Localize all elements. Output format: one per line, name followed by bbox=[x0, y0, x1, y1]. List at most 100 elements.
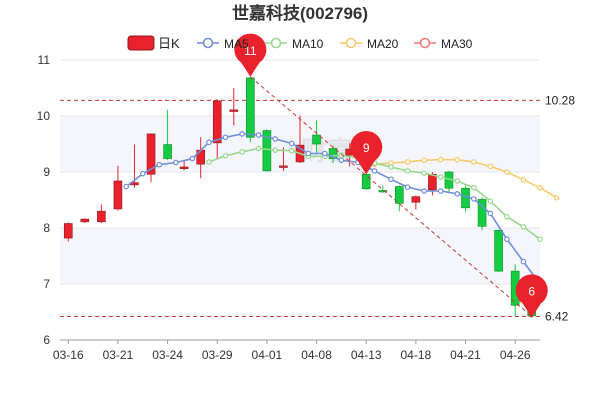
y-tick-label: 9 bbox=[43, 165, 50, 179]
ma20-point bbox=[504, 169, 510, 175]
ma10-point bbox=[487, 198, 494, 204]
x-tick-label: 04-18 bbox=[401, 348, 432, 362]
ma20-point bbox=[421, 157, 427, 164]
candle-body bbox=[378, 190, 388, 193]
candle bbox=[80, 218, 90, 223]
candle bbox=[229, 88, 239, 126]
marker-badge-shape bbox=[234, 33, 267, 77]
legend-label: MA20 bbox=[367, 37, 399, 51]
legend-label: MA30 bbox=[441, 37, 473, 51]
marker-badge: 9 bbox=[350, 131, 383, 175]
x-tick-label: 03-16 bbox=[53, 348, 84, 362]
ma20-point bbox=[437, 156, 444, 163]
candle-body bbox=[477, 199, 487, 227]
y-tick-label: 8 bbox=[43, 221, 50, 235]
candle bbox=[163, 109, 172, 161]
ma5-point bbox=[520, 258, 527, 265]
candle-body bbox=[246, 77, 255, 138]
ma5-point bbox=[470, 196, 477, 202]
ma20-point bbox=[487, 163, 494, 170]
ma5-point bbox=[156, 161, 163, 168]
candle bbox=[279, 147, 288, 171]
legend-item: MA10 bbox=[265, 37, 324, 51]
candle bbox=[461, 186, 470, 212]
candle bbox=[113, 165, 123, 211]
ma5-point bbox=[288, 140, 295, 147]
ma5-point bbox=[189, 155, 196, 162]
candle bbox=[395, 185, 404, 212]
ma20-point bbox=[553, 194, 560, 201]
candle-body bbox=[80, 218, 90, 223]
candle-body bbox=[312, 134, 321, 145]
candle-body bbox=[411, 196, 421, 203]
candle-body bbox=[262, 130, 272, 172]
candle bbox=[494, 229, 503, 273]
marker-badge: 6 bbox=[515, 274, 548, 318]
candle bbox=[477, 197, 487, 231]
x-tick-label: 04-26 bbox=[500, 348, 531, 362]
candle bbox=[246, 76, 255, 143]
price-ref-label: 6.42 bbox=[545, 309, 569, 323]
x-tick-label: 03-24 bbox=[152, 348, 183, 362]
candle-body bbox=[494, 229, 503, 272]
ma20-point bbox=[520, 177, 527, 183]
x-tick-label: 03-21 bbox=[103, 348, 134, 362]
ma10-point bbox=[255, 145, 262, 152]
ma20-point bbox=[537, 184, 543, 191]
trend-line bbox=[250, 76, 533, 317]
ma10-point bbox=[437, 174, 444, 180]
ma5-point bbox=[322, 150, 328, 157]
ma5-line bbox=[125, 133, 541, 285]
ma10-point bbox=[288, 147, 295, 154]
ma5-point bbox=[239, 131, 245, 137]
price-ref-label: 10.28 bbox=[545, 93, 575, 107]
ma5-point bbox=[173, 159, 179, 166]
ma20-point bbox=[454, 156, 461, 163]
ma10-point bbox=[404, 168, 411, 174]
legend-item: 日K bbox=[127, 35, 180, 51]
candle-body bbox=[63, 223, 73, 239]
legend-item: MA20 bbox=[340, 37, 399, 51]
candle-body bbox=[395, 186, 404, 204]
y-tick-label: 7 bbox=[43, 277, 50, 291]
ma10-point bbox=[338, 152, 345, 159]
ma10-point bbox=[520, 224, 527, 230]
ma5-point bbox=[504, 236, 510, 243]
ma5-point bbox=[206, 139, 212, 146]
ma5-point bbox=[421, 188, 427, 194]
candle-body bbox=[212, 100, 222, 144]
ma10-point bbox=[206, 159, 212, 165]
ma5-point bbox=[388, 176, 394, 183]
candle-body bbox=[113, 180, 123, 210]
candle bbox=[179, 160, 189, 171]
candle-body bbox=[428, 173, 437, 191]
ma5-point bbox=[487, 210, 494, 217]
ma10-point bbox=[537, 236, 543, 243]
candle bbox=[328, 146, 338, 164]
marker-badge-shape bbox=[350, 131, 383, 175]
candle-body bbox=[146, 133, 156, 175]
x-tick-label: 04-08 bbox=[301, 348, 332, 362]
ma5-point bbox=[222, 134, 229, 141]
ma5-point bbox=[123, 183, 130, 190]
candle bbox=[378, 185, 388, 193]
ma20-point bbox=[404, 159, 411, 165]
ma5-point bbox=[371, 168, 378, 174]
candle-body bbox=[279, 165, 288, 168]
marker-badge: 11 bbox=[234, 33, 267, 77]
y-tick-label: 11 bbox=[38, 53, 51, 67]
ma20-point bbox=[470, 159, 477, 165]
y-tick-label: 6 bbox=[43, 333, 50, 347]
legend-marker bbox=[202, 37, 214, 49]
x-tick-label: 04-01 bbox=[252, 348, 283, 362]
candle bbox=[312, 120, 321, 155]
ma10-point bbox=[388, 164, 394, 170]
ma5-point bbox=[404, 184, 411, 190]
marker-badge-label: 6 bbox=[528, 285, 535, 299]
candle-body bbox=[361, 173, 371, 190]
candle-body bbox=[229, 109, 239, 112]
legend-marker bbox=[419, 37, 431, 49]
ma5-point bbox=[139, 170, 146, 177]
ma5-point bbox=[305, 150, 312, 157]
